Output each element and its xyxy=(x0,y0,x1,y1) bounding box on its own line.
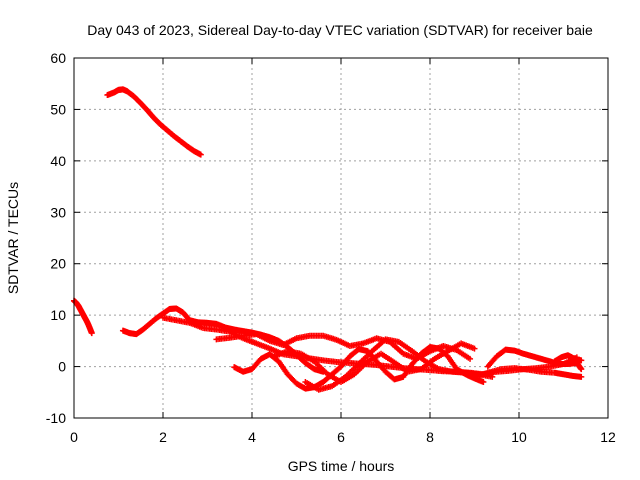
series-arc-i xyxy=(551,352,585,365)
x-tick-label: 2 xyxy=(159,429,167,445)
series-arc-j xyxy=(480,354,580,378)
y-tick-label: 10 xyxy=(50,307,66,323)
x-tick-label: 4 xyxy=(248,429,256,445)
data-point xyxy=(480,379,487,385)
data-point xyxy=(578,357,585,364)
y-tick-label: -10 xyxy=(46,410,66,426)
axis-ticks xyxy=(73,57,609,419)
y-axis-label: SDTVAR / TECUs xyxy=(5,182,21,294)
y-tick-label: 60 xyxy=(50,50,66,66)
y-tick-labels: -10 0 10 20 30 40 50 60 xyxy=(46,50,66,426)
series-arc-d xyxy=(231,344,487,392)
x-tick-labels: 0 2 4 6 8 10 12 xyxy=(70,429,616,445)
x-tick-label: 10 xyxy=(511,429,527,445)
data-point xyxy=(573,354,580,361)
data-point xyxy=(578,373,585,380)
data-point xyxy=(578,366,585,373)
chart-title: Day 043 of 2023, Sidereal Day-to-day VTE… xyxy=(87,22,593,38)
y-tick-label: 0 xyxy=(58,359,66,375)
x-axis-label: GPS time / hours xyxy=(288,458,395,474)
data-point xyxy=(88,330,95,337)
series-arc-e xyxy=(271,340,478,385)
data-point xyxy=(467,355,474,362)
x-tick-label: 0 xyxy=(70,429,78,445)
x-tick-label: 6 xyxy=(337,429,345,445)
data-point xyxy=(197,151,204,158)
x-tick-label: 12 xyxy=(600,429,616,445)
data-point xyxy=(471,345,478,352)
y-tick-label: 50 xyxy=(50,101,66,117)
data-marks xyxy=(71,86,585,393)
series-arc-start xyxy=(71,297,95,337)
series-arc-f xyxy=(302,336,496,393)
y-tick-label: 40 xyxy=(50,153,66,169)
y-tick-label: 30 xyxy=(50,204,66,220)
y-tick-label: 20 xyxy=(50,256,66,272)
series-arc-high xyxy=(104,86,204,158)
x-tick-label: 8 xyxy=(426,429,434,445)
